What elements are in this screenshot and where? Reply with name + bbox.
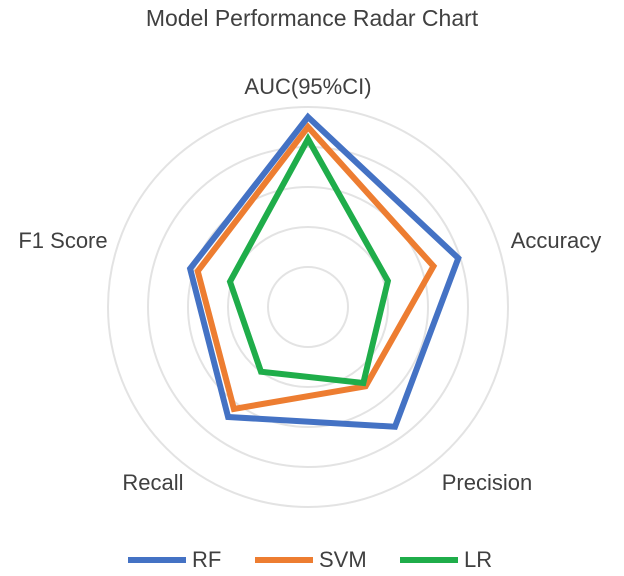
legend-label: LR: [464, 547, 492, 572]
axis-label: Recall: [122, 470, 183, 495]
grid-circle: [147, 146, 469, 468]
axis-label: AUC(95%CI): [244, 74, 371, 99]
axis-label: Precision: [442, 470, 532, 495]
grid-circle: [227, 226, 389, 388]
series-line: [194, 122, 438, 413]
grid-circle: [107, 106, 509, 508]
legend-label: SVM: [319, 547, 367, 572]
chart-title: Model Performance Radar Chart: [146, 5, 479, 31]
grid-circle: [267, 266, 349, 348]
legend-label: RF: [192, 547, 221, 572]
series-line: [226, 132, 392, 387]
series-line: [186, 112, 462, 430]
axis-label: Accuracy: [511, 228, 601, 253]
grid-circle: [187, 186, 429, 428]
axis-label: F1 Score: [18, 228, 107, 253]
